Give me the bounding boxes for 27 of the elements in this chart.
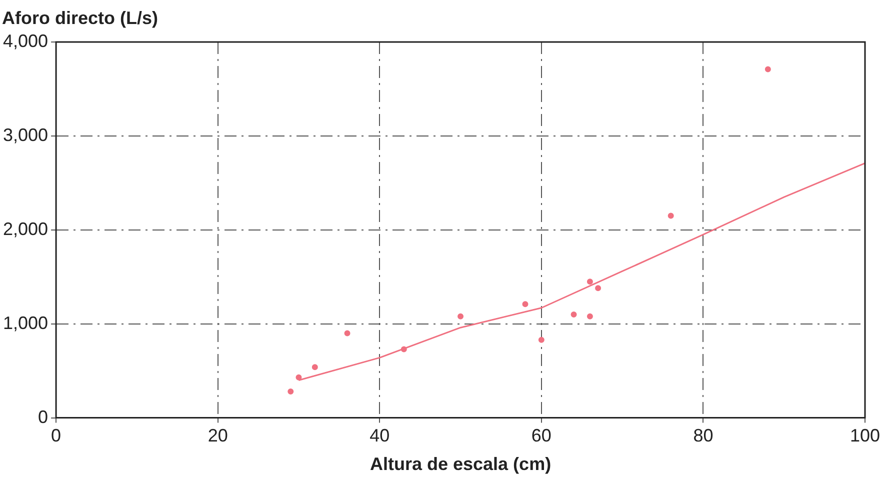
y-tick-label: 2,000	[2, 218, 48, 239]
point	[668, 212, 674, 219]
x-tick-label: 80	[693, 426, 714, 446]
point	[522, 301, 528, 308]
point	[570, 311, 577, 318]
point	[595, 285, 602, 292]
point	[764, 66, 771, 72]
point	[458, 313, 464, 320]
y-tick-label: 3,000	[2, 124, 48, 145]
point	[538, 336, 544, 343]
point	[344, 330, 350, 336]
point	[312, 364, 318, 370]
x-tick-label: 40	[370, 426, 390, 446]
x-tick-label: 0	[51, 426, 62, 446]
y-tick-label: 1,000	[2, 312, 48, 333]
x-tick-label: 60	[531, 426, 552, 446]
x-tick-label: 100	[850, 426, 880, 446]
point	[586, 313, 593, 320]
point	[400, 346, 407, 352]
x-tick-label: 20	[208, 426, 228, 446]
point	[296, 374, 302, 380]
x-axis-title: Altura de escala (cm)	[370, 454, 552, 474]
point	[288, 388, 294, 394]
y-tick-label: 4,000	[2, 30, 48, 51]
y-tick-label: 0	[38, 406, 48, 427]
y-axis-title: Aforo directo (L/s)	[2, 8, 158, 29]
point	[586, 278, 593, 285]
